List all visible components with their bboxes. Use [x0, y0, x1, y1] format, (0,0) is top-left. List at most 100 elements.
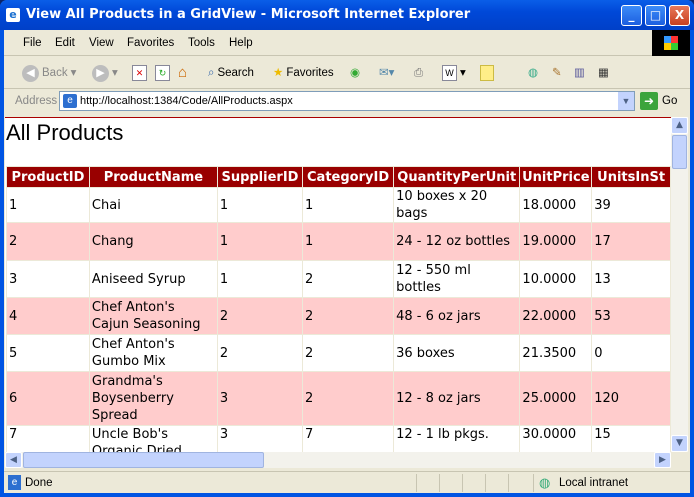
back-arrow-icon: ◀ [22, 64, 39, 82]
address-dropdown[interactable]: ▼ [618, 92, 634, 110]
column-header-quantityperunit: QuantityPerUnit [393, 166, 521, 188]
address-url: http://localhost:1384/Code/AllProducts.a… [80, 95, 293, 107]
scroll-right-button[interactable]: ▶ [654, 452, 671, 468]
cell-categoryid: 2 [302, 371, 395, 426]
column-header-supplierid: SupplierID [216, 166, 304, 188]
header-row: ProductID ProductName SupplierID CategoryID… [6, 166, 671, 188]
windows-logo [652, 30, 690, 56]
scroll-down-button[interactable]: ▼ [671, 435, 688, 452]
table-row: 2 Chang 1 1 24 - 12 oz bottles 19.0000 17 [6, 222, 671, 261]
menu-tools[interactable]: Tools [188, 37, 215, 49]
history-button[interactable]: ◉ [350, 64, 360, 82]
tool-button[interactable]: ✎ [552, 64, 562, 82]
cell-productid: 5 [6, 334, 90, 372]
cell-categoryid: 2 [302, 297, 395, 335]
column-header-unitprice: UnitPrice [519, 166, 593, 188]
vertical-scrollbar[interactable]: ▲ ▼ [671, 117, 688, 452]
globe-icon: ◍ [528, 67, 539, 79]
scroll-left-button[interactable]: ◀ [5, 452, 22, 468]
research-icon: ▥ [574, 67, 585, 79]
mail-icon: ✉▾ [379, 67, 395, 79]
menu-file[interactable]: File [23, 37, 42, 49]
cell-productname: Chai [88, 187, 218, 223]
window-title: View All Products in a GridView - Micros… [26, 7, 471, 22]
cell-unitsinst: 120 [591, 371, 671, 426]
page-title: All Products [6, 120, 124, 145]
cell-productid: 7 [6, 425, 90, 452]
address-input[interactable]: e http://localhost:1384/Code/AllProducts… [59, 91, 635, 111]
discuss-button[interactable] [480, 64, 494, 82]
stop-button[interactable]: ✕ [132, 64, 147, 82]
go-button[interactable]: Go [662, 95, 678, 107]
search-icon: ⌕ [208, 67, 215, 79]
table-row: 5 Chef Anton's Gumbo Mix 2 2 36 boxes 21.3500… [6, 334, 671, 372]
menu-help[interactable]: Help [229, 37, 253, 49]
forward-arrow-icon: ▶ [92, 64, 109, 82]
favorites-label: Favorites [286, 67, 334, 79]
print-button[interactable]: ⎙ [414, 64, 423, 82]
status-bar: e Done ◍ Local intranet [4, 471, 690, 493]
favorites-button[interactable]: ★ Favorites [273, 64, 334, 82]
products-grid: ProductID ProductName SupplierID CategoryID… [6, 166, 671, 452]
cell-productid: 6 [6, 371, 90, 426]
minimize-button[interactable]: _ [621, 5, 642, 26]
forward-button[interactable]: ▶ ▾ [92, 64, 118, 82]
history-icon: ◉ [350, 67, 361, 79]
cell-supplierid: 3 [216, 371, 304, 426]
printer-icon: ⎙ [414, 67, 424, 79]
table-row: 6 Grandma's Boysenberry Spread 3 2 12 - 8 oz… [6, 371, 671, 426]
home-button[interactable]: ⌂ [178, 64, 187, 82]
title-bar: e View All Products in a GridView - Micr… [0, 0, 694, 30]
column-header-productname: ProductName [88, 166, 218, 188]
edit-button[interactable]: W ▾ [442, 64, 466, 82]
cell-productid: 2 [6, 222, 90, 261]
close-button[interactable]: X [669, 5, 690, 26]
back-button[interactable]: ◀ Back ▾ [22, 64, 76, 82]
cell-supplierid: 1 [216, 187, 304, 223]
cell-quantityperunit: 12 - 8 oz jars [393, 371, 521, 426]
refresh-button[interactable]: ↻ [155, 64, 170, 82]
menu-view[interactable]: View [89, 37, 114, 49]
search-button[interactable]: ⌕ Search [208, 64, 254, 82]
table-row: 4 Chef Anton's Cajun Seasoning 2 2 48 - 6 oz… [6, 297, 671, 335]
scroll-up-button[interactable]: ▲ [671, 117, 688, 134]
horizontal-scrollbar[interactable]: ◀ ▶ [5, 452, 671, 468]
messenger-button[interactable]: ◍ [528, 64, 538, 82]
cell-unitsinst: 39 [591, 187, 671, 223]
horizontal-scroll-thumb[interactable] [23, 452, 264, 468]
table-row: 3 Aniseed Syrup 1 2 12 - 550 ml bottles 10.00… [6, 260, 671, 298]
cell-productname: Chef Anton's Cajun Seasoning [88, 297, 218, 335]
cell-unitprice: 25.0000 [519, 371, 593, 426]
cell-quantityperunit: 36 boxes [393, 334, 521, 372]
research-button[interactable]: ▥ [574, 64, 585, 82]
search-label: Search [217, 67, 254, 79]
tool-icon: ✎ [552, 67, 562, 79]
cell-productid: 1 [6, 187, 90, 223]
cell-quantityperunit: 12 - 1 lb pkgs. [393, 425, 521, 452]
extra-button[interactable]: ▦ [598, 64, 609, 82]
maximize-button[interactable]: □ [645, 5, 666, 26]
ie-icon: e [6, 8, 20, 22]
mail-button[interactable]: ✉▾ [379, 64, 394, 82]
cell-unitsinst: 13 [591, 260, 671, 298]
go-arrow-icon[interactable]: ➜ [640, 92, 658, 110]
cell-productname: Aniseed Syrup [88, 260, 218, 298]
cell-quantityperunit: 48 - 6 oz jars [393, 297, 521, 335]
vertical-scroll-thumb[interactable] [672, 135, 687, 169]
cell-categoryid: 7 [302, 425, 395, 452]
cell-productname: Grandma's Boysenberry Spread [88, 371, 218, 426]
page-icon: e [63, 94, 77, 108]
stop-icon: ✕ [132, 65, 147, 81]
back-label: Back [42, 67, 68, 79]
refresh-icon: ↻ [155, 65, 170, 81]
cell-supplierid: 1 [216, 260, 304, 298]
cell-supplierid: 1 [216, 222, 304, 261]
cell-supplierid: 3 [216, 425, 304, 452]
cell-categoryid: 2 [302, 260, 395, 298]
menu-edit[interactable]: Edit [55, 37, 75, 49]
toolbar: ◀ Back ▾ ▶ ▾ ✕ ↻ ⌂ ⌕ Search ★ Favorites ◉ ✉… [4, 57, 690, 89]
menu-favorites[interactable]: Favorites [127, 37, 175, 49]
cell-productid: 3 [6, 260, 90, 298]
cell-unitprice: 22.0000 [519, 297, 593, 335]
